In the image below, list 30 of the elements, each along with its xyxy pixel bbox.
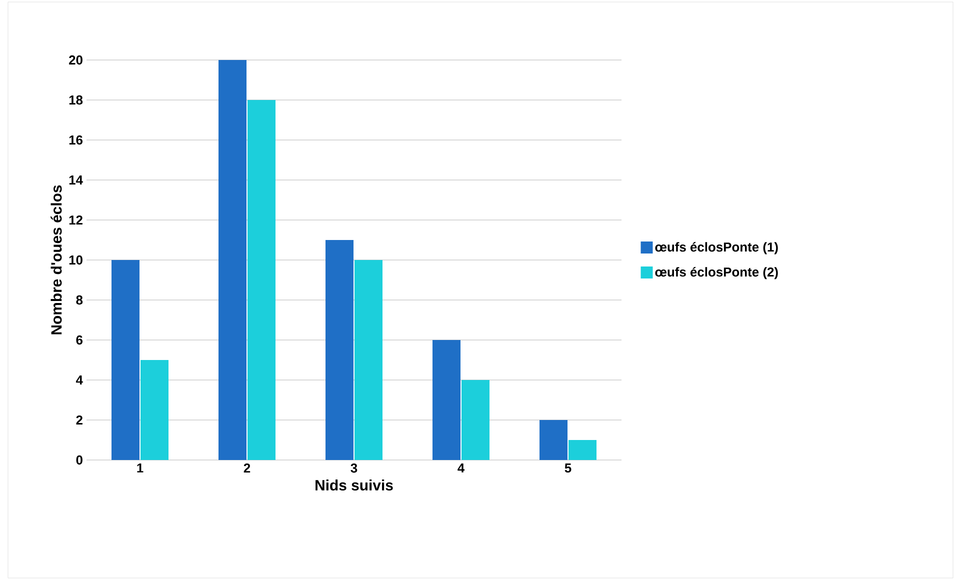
y-tick-label: 8 [76, 295, 83, 305]
y-axis-title: Nombre d'oues éclos [50, 185, 62, 334]
legend-label: œufs éclosPonte (2) [655, 266, 778, 280]
bar [326, 240, 354, 460]
x-tick-label: 4 [458, 464, 465, 472]
y-tick-label: 2 [76, 415, 82, 425]
y-tick-label: 14 [69, 176, 83, 184]
x-tick-label: 5 [564, 464, 572, 473]
x-tick-label: 2 [244, 464, 250, 473]
bar [432, 340, 461, 460]
y-tick-label: 16 [69, 135, 83, 145]
x-tick-label: 1 [137, 464, 144, 472]
bar [218, 60, 247, 460]
y-tick-label: 4 [76, 376, 83, 384]
y-tick-label: 12 [69, 215, 82, 225]
bar [112, 260, 140, 460]
bar [248, 100, 276, 460]
bar [462, 380, 490, 460]
y-tick-label: 20 [69, 55, 82, 65]
bar [540, 420, 568, 460]
y-tick-label: 6 [76, 335, 83, 345]
bar [140, 360, 168, 460]
bar [354, 260, 383, 460]
x-tick-label: 3 [350, 464, 358, 473]
bar [568, 440, 597, 460]
legend-label: œufs éclosPonte (1) [655, 242, 778, 254]
x-axis-title: Nids suivis [316, 480, 393, 491]
y-tick-label: 10 [69, 255, 82, 265]
y-tick-label: 18 [69, 95, 83, 105]
y-tick-label: 0 [76, 455, 82, 465]
